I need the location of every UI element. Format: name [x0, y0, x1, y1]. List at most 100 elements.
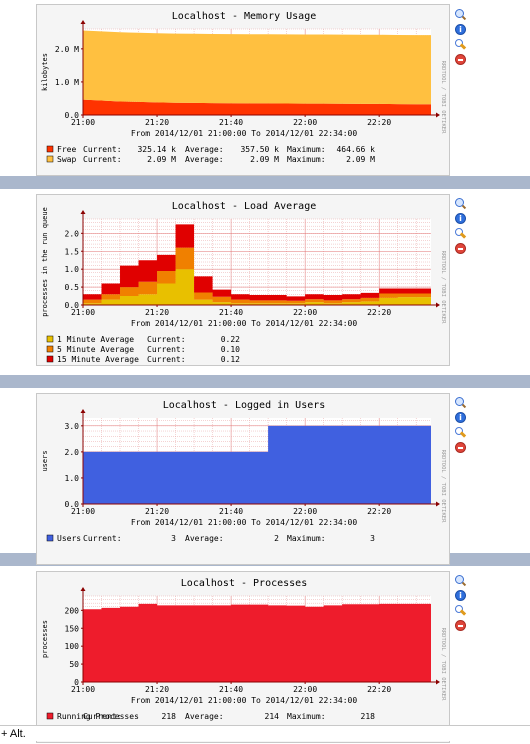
y-tick-label: 0.0 [65, 111, 80, 120]
legend-average-label: Average: [185, 534, 224, 543]
y-tick-label: 3.0 [65, 422, 80, 431]
legend-current-label: Current: [83, 155, 122, 164]
legend-swatch [46, 145, 54, 153]
info-icon[interactable]: i [455, 412, 466, 423]
legend-name: Swap [57, 155, 76, 164]
y-axis-label: kilobytes [41, 53, 49, 91]
y-axis-arrow [80, 409, 86, 413]
y-axis-label: processes in the run queue [41, 207, 49, 317]
x-tick-label: 21:40 [219, 308, 243, 317]
x-tick-label: 22:20 [367, 685, 391, 694]
properties-icon[interactable] [455, 228, 467, 239]
legend-current-value: 325.14 k [137, 145, 176, 154]
y-tick-label: 200 [65, 606, 80, 615]
legend-current-label: Current: [83, 534, 122, 543]
series-area-1 [83, 269, 431, 305]
series-area-1 [83, 425, 431, 504]
x-tick-label: 21:00 [71, 308, 95, 317]
properties-icon[interactable] [455, 427, 467, 438]
legend-current-label: Current: [83, 712, 122, 721]
legend-average-value: 2.09 M [250, 155, 279, 164]
zoom-icon[interactable] [455, 575, 467, 587]
x-axis-arrow [436, 679, 440, 685]
chart-title: Localhost - Memory Usage [172, 11, 317, 22]
zoom-icon[interactable] [455, 9, 467, 21]
legend-average-value: 357.50 k [240, 145, 279, 154]
info-icon[interactable]: i [455, 24, 466, 35]
legend-average-label: Average: [185, 145, 224, 154]
legend-name: Free [57, 145, 76, 154]
legend-current-label: Current: [147, 355, 186, 364]
delete-icon[interactable] [455, 620, 466, 631]
x-tick-label: 21:40 [219, 685, 243, 694]
load-average-graph[interactable]: Localhost - Load Average processes in the… [36, 194, 450, 366]
legend-maximum-value: 464.66 k [336, 145, 375, 154]
legend-swatch [46, 355, 54, 363]
logged-in-users-graph[interactable]: Localhost - Logged in Users users RRDTOOL … [36, 393, 450, 565]
info-icon[interactable]: i [455, 590, 466, 601]
processes-graph[interactable]: Localhost - Processes processes RRDTOOL / … [36, 571, 450, 743]
separator-band [0, 375, 530, 388]
legend-swatch [46, 534, 54, 542]
memory-usage-chart: Localhost - Memory Usage kilobytes RRDTOOL… [41, 11, 446, 164]
legend-current-value: 218 [162, 712, 177, 721]
status-text: + Alt. [1, 728, 26, 740]
zoom-icon[interactable] [455, 397, 467, 409]
legend-maximum-value: 218 [361, 712, 376, 721]
y-tick-label: 2.0 [65, 448, 80, 457]
y-axis-arrow [80, 210, 86, 214]
legend-current-label: Current: [147, 345, 186, 354]
properties-icon[interactable] [455, 39, 467, 50]
delete-icon[interactable] [455, 243, 466, 254]
legend-current-value: 0.12 [221, 355, 240, 364]
y-tick-label: 1.0 [65, 474, 80, 483]
status-bar: + Alt. [0, 725, 530, 741]
series-area-2 [83, 247, 431, 304]
legend-swatch [46, 155, 54, 163]
legend-current-value: 3 [171, 534, 176, 543]
legend-maximum-label: Maximum: [287, 155, 326, 164]
y-tick-label: 2.0 M [55, 45, 79, 54]
info-icon[interactable]: i [455, 213, 466, 224]
time-range-text: From 2014/12/01 21:00:00 To 2014/12/01 2… [131, 319, 358, 328]
legend-name: Users [57, 534, 81, 543]
legend-swatch [46, 712, 54, 720]
x-tick-label: 22:00 [293, 685, 317, 694]
x-tick-label: 22:20 [367, 507, 391, 516]
legend-maximum-value: 3 [370, 534, 375, 543]
series-area-3 [83, 224, 431, 301]
x-axis-arrow [436, 112, 440, 118]
y-axis-arrow [80, 587, 86, 591]
y-tick-label: 0.5 [65, 283, 80, 292]
x-tick-label: 22:20 [367, 118, 391, 127]
chart-title: Localhost - Load Average [172, 201, 317, 212]
chart-title: Localhost - Logged in Users [163, 400, 326, 411]
memory-usage-graph[interactable]: Localhost - Memory Usage kilobytes RRDTOOL… [36, 4, 450, 176]
x-axis-arrow [436, 501, 440, 507]
x-tick-label: 21:20 [145, 308, 169, 317]
legend-current-label: Current: [83, 145, 122, 154]
legend-swatch [46, 335, 54, 343]
series-area-1 [83, 603, 431, 682]
x-tick-label: 22:00 [293, 507, 317, 516]
zoom-icon[interactable] [455, 198, 467, 210]
x-tick-label: 21:00 [71, 507, 95, 516]
legend-average-value: 214 [265, 712, 280, 721]
y-tick-label: 0 [74, 678, 79, 687]
legend-maximum-value: 2.09 M [346, 155, 375, 164]
graph-actions: i [455, 198, 469, 258]
logged-in-users-chart: Localhost - Logged in Users users RRDTOOL … [41, 400, 446, 543]
x-tick-label: 21:20 [145, 507, 169, 516]
graph-actions: i [455, 575, 469, 635]
legend-name: 1 Minute Average [57, 335, 134, 344]
watermark: RRDTOOL / TOBI OETIKER [440, 628, 446, 702]
load-average-chart: Localhost - Load Average processes in the… [41, 201, 446, 364]
delete-icon[interactable] [455, 54, 466, 65]
delete-icon[interactable] [455, 442, 466, 453]
legend-name: 15 Minute Average [57, 355, 139, 364]
x-tick-label: 21:20 [145, 118, 169, 127]
properties-icon[interactable] [455, 605, 467, 616]
y-axis-label: users [41, 450, 49, 471]
x-tick-label: 21:40 [219, 507, 243, 516]
series-area-2 [83, 30, 431, 105]
